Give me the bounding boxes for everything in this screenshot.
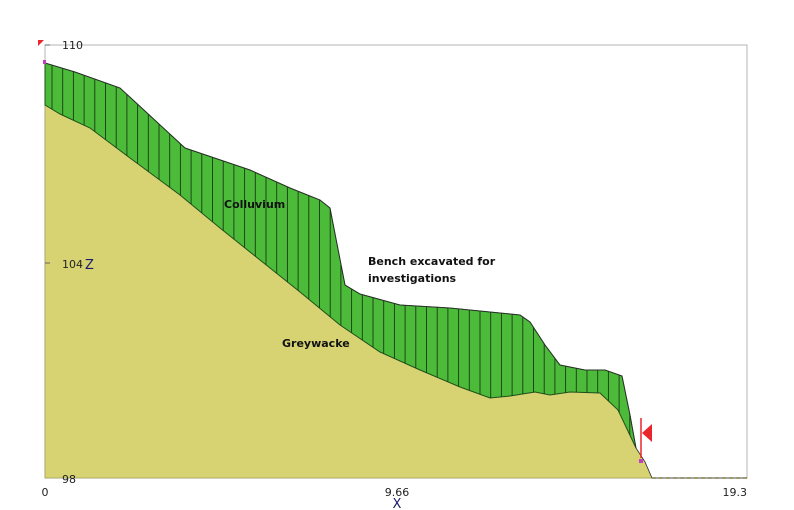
colluvium-label: Colluvium <box>224 198 285 211</box>
z-tick-110: 110 <box>62 39 83 52</box>
x-tick-19-3: 19.3 <box>723 486 748 499</box>
ground-surface-line <box>44 62 747 479</box>
z-tick-104: 104 <box>62 258 83 271</box>
x-axis-title: X <box>393 497 402 510</box>
x-tick-9-66: 9.66 <box>385 486 410 499</box>
toe-point-icon <box>639 459 643 463</box>
bench-label-line2: investigations <box>368 272 457 285</box>
crest-marker-icon <box>38 40 44 46</box>
z-axis-title: Z <box>85 258 94 273</box>
x-tick-0: 0 <box>42 486 49 499</box>
z-tick-98: 98 <box>62 473 76 486</box>
toe-marker-icon <box>642 424 652 442</box>
crest-point-icon <box>43 60 46 64</box>
bench-label-line1: Bench excavated for <box>368 255 496 268</box>
greywacke-label: Greywacke <box>282 337 350 350</box>
